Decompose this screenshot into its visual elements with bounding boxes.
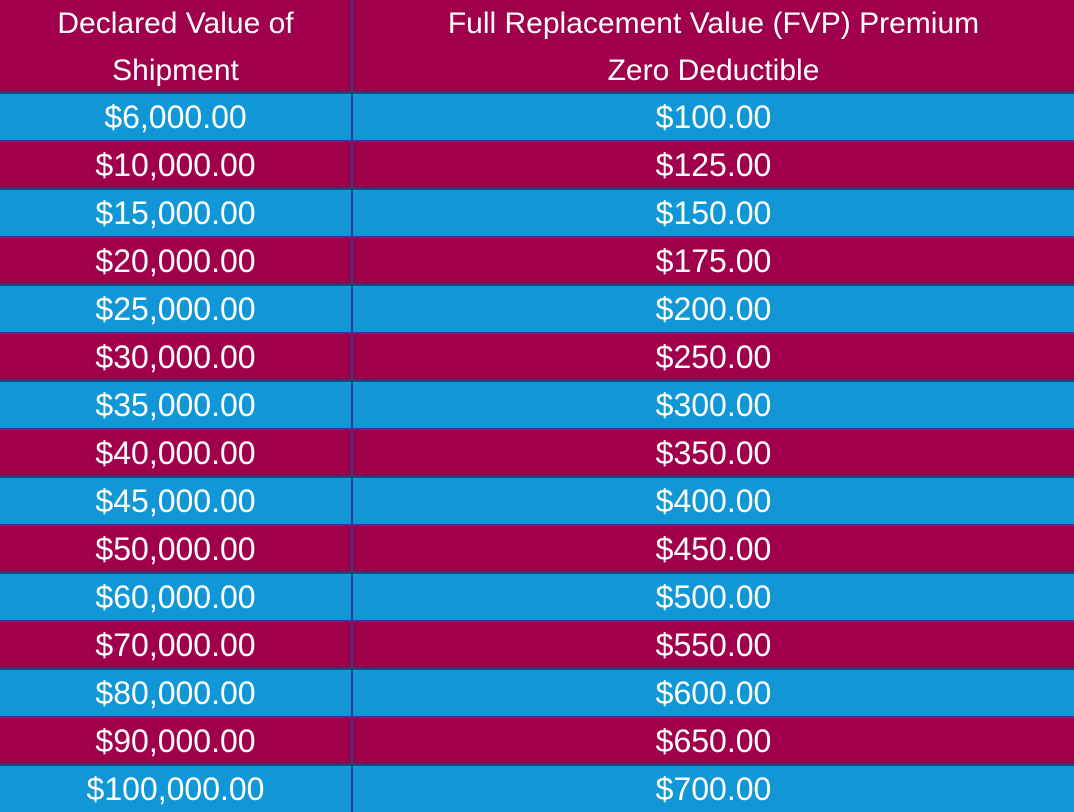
declared-value-cell: $35,000.00 [0,382,353,428]
premium-cell: $175.00 [655,242,772,279]
declared-value-cell: $40,000.00 [0,430,353,476]
declared-value-cell: $10,000.00 [0,142,353,188]
table-row: $25,000.00 $200.00 [0,286,1074,334]
declared-value-cell: $20,000.00 [0,238,353,284]
table-row: $60,000.00 $500.00 [0,574,1074,622]
premium-cell: $300.00 [655,386,772,423]
table-row: $45,000.00 $400.00 [0,478,1074,526]
table-row: $6,000.00 $100.00 [0,94,1074,142]
premium-cell: $400.00 [655,482,772,519]
table-row: $10,000.00 $125.00 [0,142,1074,190]
header-fvp-premium-line2: Zero Deductible [607,54,820,87]
premium-cell: $350.00 [655,434,772,471]
declared-value-cell: $60,000.00 [0,574,353,620]
premium-cell: $650.00 [655,722,772,759]
premium-cell: $500.00 [655,578,772,615]
premium-cell: $125.00 [655,146,772,183]
declared-value-cell: $80,000.00 [0,670,353,716]
table-row: $50,000.00 $450.00 [0,526,1074,574]
premium-cell: $150.00 [655,194,772,231]
table-row: $30,000.00 $250.00 [0,334,1074,382]
table-row: $100,000.00 $700.00 [0,766,1074,812]
premium-cell: $550.00 [655,626,772,663]
header-declared-value: Declared Value of Shipment [0,0,353,92]
declared-value-cell: $6,000.00 [0,94,353,140]
table-header: Declared Value of Shipment Full Replacem… [0,0,1074,94]
header-fvp-premium: Full Replacement Value (FVP) Premium Zer… [353,0,1074,92]
premium-cell: $450.00 [655,530,772,567]
premium-cell: $700.00 [655,770,772,807]
header-fvp-premium-line1: Full Replacement Value (FVP) Premium [447,7,980,40]
declared-value-cell: $25,000.00 [0,286,353,332]
declared-value-cell: $15,000.00 [0,190,353,236]
premium-cell: $250.00 [655,338,772,375]
table-row: $40,000.00 $350.00 [0,430,1074,478]
table-row: $70,000.00 $550.00 [0,622,1074,670]
declared-value-cell: $90,000.00 [0,718,353,764]
header-declared-value-line2: Shipment [112,54,239,87]
declared-value-cell: $70,000.00 [0,622,353,668]
premium-cell: $600.00 [655,674,772,711]
table-row: $80,000.00 $600.00 [0,670,1074,718]
table-row: $20,000.00 $175.00 [0,238,1074,286]
premium-cell: $100.00 [655,98,772,135]
declared-value-cell: $50,000.00 [0,526,353,572]
table-row: $15,000.00 $150.00 [0,190,1074,238]
table-row: $35,000.00 $300.00 [0,382,1074,430]
declared-value-cell: $100,000.00 [0,766,353,812]
table-row: $90,000.00 $650.00 [0,718,1074,766]
declared-value-cell: $30,000.00 [0,334,353,380]
header-declared-value-line1: Declared Value of [57,7,294,40]
declared-value-cell: $45,000.00 [0,478,353,524]
premium-cell: $200.00 [655,290,772,327]
